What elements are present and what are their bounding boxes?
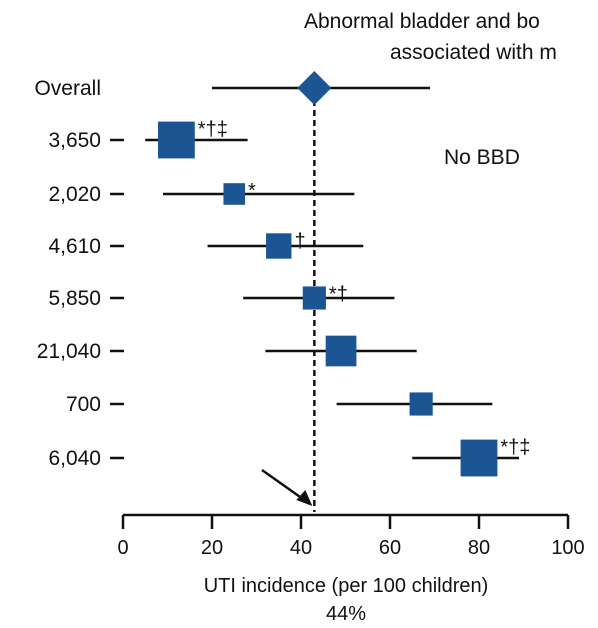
x-tick-label: 60 [379,537,401,559]
x-tick-label: 0 [117,537,128,559]
row-label: 21,040 [37,340,101,363]
estimate-square [460,439,498,477]
reference-value-label: 44% [326,603,366,625]
x-tick-label: 40 [290,537,312,559]
x-tick-label: 20 [201,537,223,559]
no-bbd-annotation: No BBD [444,146,520,169]
significance-marks: *†‡ [198,119,228,141]
estimate-square [409,392,433,416]
row-label: 6,040 [48,447,101,470]
significance-marks: * [248,180,256,202]
chart-title-line-2: associated with m [390,41,557,64]
significance-marks: *† [329,283,348,305]
row-label: 4,610 [48,235,101,258]
x-axis-label: UTI incidence (per 100 children) [204,575,489,597]
row-label: 3,650 [48,129,101,152]
significance-marks: † [294,230,305,252]
estimate-square [266,233,292,259]
row-label-overall: Overall [34,77,101,100]
plot-area: Overall 3,650 *†‡ 2,020 * 4,610 † 5,850 *† 21,040… [34,71,585,559]
x-tick-label: 80 [468,537,490,559]
overall-diamond [297,71,332,105]
estimate-square [158,121,195,159]
significance-marks: *†‡ [500,437,530,459]
chart-title-line-1: Abnormal bladder and bo [304,10,540,33]
row-label: 5,850 [48,287,101,310]
row-label: 700 [66,393,101,416]
x-tick-label: 100 [551,537,584,559]
estimate-square [325,335,357,367]
estimate-square [302,286,326,310]
row-label: 2,020 [48,183,101,206]
reference-arrow-shaft [261,468,306,502]
estimate-square [223,183,246,205]
reference-arrow-head [296,490,313,506]
